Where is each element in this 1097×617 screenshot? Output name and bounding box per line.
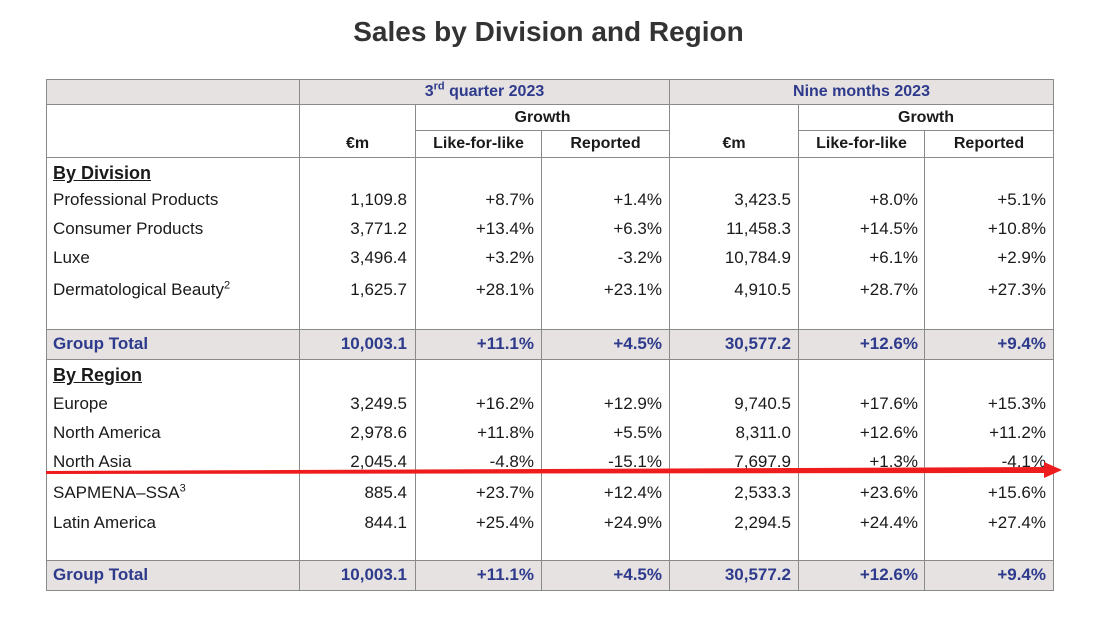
arrow-shaft [46, 467, 1046, 474]
red-arrow-annotation [0, 0, 1097, 617]
arrow-head [1044, 462, 1062, 478]
